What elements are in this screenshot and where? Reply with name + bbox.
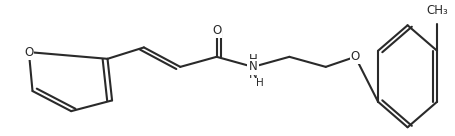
Text: N: N — [248, 60, 257, 73]
Text: O: O — [212, 24, 221, 37]
Text: H: H — [255, 78, 263, 88]
Text: H
N: H N — [248, 53, 257, 81]
Text: O: O — [350, 50, 359, 63]
Text: O: O — [24, 46, 33, 59]
Text: CH₃: CH₃ — [425, 4, 447, 17]
